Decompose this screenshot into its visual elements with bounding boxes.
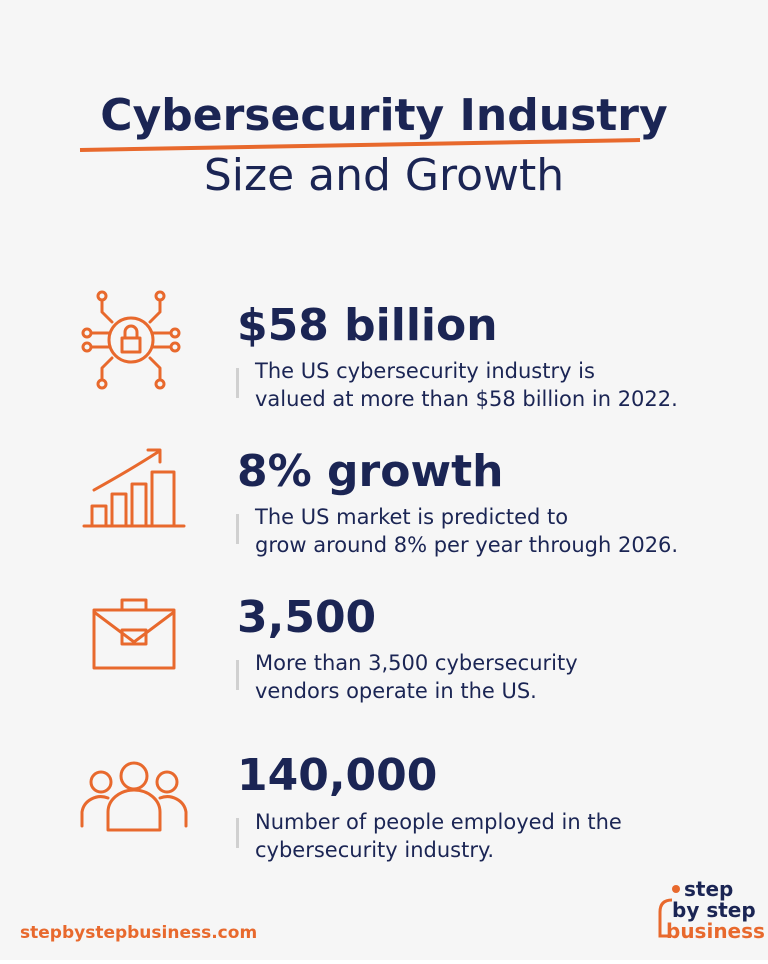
growth-chart-icon — [82, 448, 186, 528]
logo-word: by step — [672, 898, 756, 922]
subtitle: Size and Growth — [204, 150, 564, 201]
stat-description: cybersecurity industry. — [255, 838, 494, 862]
stat-description: Number of people employed in the — [255, 810, 622, 834]
logo-stroke — [658, 898, 673, 938]
stat-headline: 3,500 — [237, 592, 376, 643]
logo-word: step — [684, 877, 733, 901]
divider — [236, 660, 239, 690]
briefcase-icon — [92, 598, 176, 670]
stat-2: 8% growth The US market is predicted to … — [236, 446, 678, 557]
logo-dot — [672, 885, 680, 893]
footer-url: stepbystepbusiness.com — [20, 923, 257, 943]
divider — [236, 514, 239, 544]
title-underline — [79, 138, 641, 152]
stat-description: valued at more than $58 billion in 2022. — [255, 387, 678, 411]
people-icon — [80, 761, 188, 832]
stat-description: grow around 8% per year through 2026. — [255, 533, 678, 557]
stat-4: 140,000 Number of people employed in the… — [236, 750, 622, 862]
title: Cybersecurity Industry — [100, 90, 667, 141]
logo-word: business — [666, 919, 765, 943]
stat-headline: 140,000 — [237, 750, 437, 801]
stat-description: vendors operate in the US. — [255, 679, 537, 703]
divider — [236, 818, 239, 848]
stat-headline: 8% growth — [237, 446, 503, 497]
stat-description: More than 3,500 cybersecurity — [255, 651, 578, 675]
divider — [236, 368, 239, 398]
lock-circuit-icon — [81, 290, 181, 390]
logo: step by step business — [658, 877, 765, 943]
stat-description: The US market is predicted to — [254, 505, 568, 529]
stat-3: 3,500 More than 3,500 cybersecurity vend… — [236, 592, 578, 703]
stat-headline: $58 billion — [237, 300, 498, 351]
stat-description: The US cybersecurity industry is — [254, 359, 595, 383]
stat-1: $58 billion The US cybersecurity industr… — [236, 300, 678, 411]
